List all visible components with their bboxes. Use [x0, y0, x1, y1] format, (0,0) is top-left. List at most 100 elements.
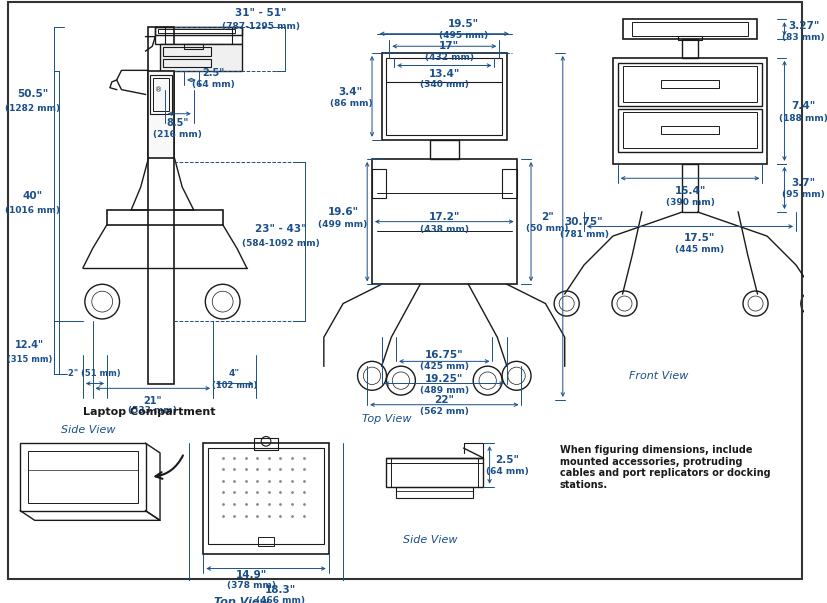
Text: (425 mm): (425 mm) — [419, 362, 468, 371]
Bar — [155, 27, 241, 35]
Text: 4": 4" — [228, 370, 240, 379]
Text: 17.2": 17.2" — [428, 212, 460, 222]
Text: (499 mm): (499 mm) — [318, 220, 367, 229]
Text: (489 mm): (489 mm) — [419, 386, 468, 395]
Bar — [617, 109, 762, 152]
Text: 13.4": 13.4" — [428, 69, 460, 79]
Bar — [371, 169, 386, 198]
Bar — [155, 27, 241, 45]
Text: (340 mm): (340 mm) — [419, 80, 468, 89]
Text: (64 mm): (64 mm) — [191, 80, 234, 89]
Bar — [622, 66, 757, 102]
Bar — [258, 537, 274, 546]
Text: 3.4": 3.4" — [338, 87, 362, 96]
Bar — [660, 126, 718, 134]
Text: 2" (51 mm): 2" (51 mm) — [68, 370, 121, 379]
Text: 8.5": 8.5" — [166, 118, 189, 128]
Text: 3.27": 3.27" — [787, 21, 819, 31]
Bar — [612, 58, 766, 164]
Bar — [107, 210, 222, 224]
Text: (445 mm): (445 mm) — [674, 245, 724, 254]
Text: 14.9": 14.9" — [236, 570, 267, 580]
Bar — [429, 140, 458, 159]
Text: Side View: Side View — [402, 535, 457, 545]
Text: 18.3": 18.3" — [265, 585, 296, 595]
Bar — [203, 443, 328, 554]
Text: (466 mm): (466 mm) — [256, 596, 304, 603]
Text: (216 mm): (216 mm) — [153, 130, 202, 139]
Text: 12.4": 12.4" — [16, 340, 45, 350]
Text: 15.4": 15.4" — [673, 186, 705, 196]
Bar — [677, 36, 700, 40]
Bar — [153, 78, 169, 111]
Text: (95 mm): (95 mm) — [782, 190, 824, 199]
Text: (787-1295 mm): (787-1295 mm) — [222, 22, 300, 31]
Text: 31" - 51": 31" - 51" — [235, 7, 287, 17]
Text: (64 mm): (64 mm) — [485, 467, 528, 476]
Text: (495 mm): (495 mm) — [438, 31, 488, 40]
Bar — [381, 53, 506, 140]
Bar — [184, 45, 203, 49]
Text: Side View: Side View — [60, 425, 115, 435]
Text: (533 mm): (533 mm) — [127, 406, 176, 415]
Bar — [386, 58, 501, 135]
Bar — [160, 45, 241, 71]
Text: 40": 40" — [22, 191, 43, 201]
Bar — [158, 29, 235, 33]
Text: (584-1092 mm): (584-1092 mm) — [241, 239, 319, 248]
Bar — [371, 159, 516, 284]
Text: (378 mm): (378 mm) — [227, 581, 275, 590]
Text: (1282 mm): (1282 mm) — [5, 104, 60, 113]
Text: 21": 21" — [143, 396, 161, 406]
Bar — [151, 75, 171, 114]
Text: 19.6": 19.6" — [327, 207, 358, 217]
Text: 2": 2" — [540, 212, 553, 222]
Text: ®: ® — [155, 87, 161, 93]
Bar — [622, 19, 757, 39]
Text: 7.4": 7.4" — [791, 101, 815, 111]
Text: 23" - 43": 23" - 43" — [255, 224, 306, 235]
Bar — [21, 443, 146, 511]
Text: 16.75": 16.75" — [424, 350, 463, 359]
Bar — [28, 451, 137, 503]
Text: Top View: Top View — [361, 414, 411, 424]
Text: Top View: Top View — [214, 597, 270, 603]
Bar — [148, 27, 174, 384]
Text: (102 mm): (102 mm) — [211, 381, 256, 390]
Text: (432 mm): (432 mm) — [424, 53, 473, 62]
Text: 19.25": 19.25" — [424, 374, 463, 384]
Text: 50.5": 50.5" — [17, 89, 49, 99]
Text: (1016 mm): (1016 mm) — [5, 206, 60, 215]
Bar — [254, 438, 277, 450]
Text: (390 mm): (390 mm) — [665, 198, 714, 207]
Bar — [617, 63, 762, 106]
Text: 17": 17" — [438, 41, 459, 51]
Text: (315 mm): (315 mm) — [7, 355, 53, 364]
Bar — [681, 39, 697, 58]
Text: 19.5": 19.5" — [447, 19, 479, 29]
Bar — [622, 112, 757, 148]
Text: Laptop Compartment: Laptop Compartment — [83, 408, 215, 417]
Text: (86 mm): (86 mm) — [329, 99, 371, 107]
Bar — [681, 164, 697, 212]
Bar — [386, 458, 482, 487]
Text: (438 mm): (438 mm) — [419, 225, 468, 234]
Text: 30.75": 30.75" — [564, 216, 603, 227]
Text: 22": 22" — [434, 395, 454, 405]
Bar — [163, 47, 211, 56]
Text: When figuring dimensions, include
mounted accessories, protruding
cables and por: When figuring dimensions, include mounte… — [559, 445, 770, 490]
Text: 17.5": 17.5" — [683, 233, 715, 243]
Bar — [395, 487, 472, 498]
Bar — [660, 80, 718, 87]
Text: 2.5": 2.5" — [495, 455, 519, 465]
Text: (83 mm): (83 mm) — [782, 33, 824, 42]
Bar — [501, 169, 516, 198]
Text: (188 mm): (188 mm) — [778, 114, 827, 123]
Bar — [148, 71, 174, 158]
Text: 3.7": 3.7" — [791, 178, 815, 188]
Bar — [632, 22, 747, 36]
Text: (50 mm): (50 mm) — [525, 224, 568, 233]
Text: (781 mm): (781 mm) — [559, 230, 608, 239]
Text: 2.5": 2.5" — [202, 68, 224, 78]
Text: (562 mm): (562 mm) — [419, 407, 468, 416]
